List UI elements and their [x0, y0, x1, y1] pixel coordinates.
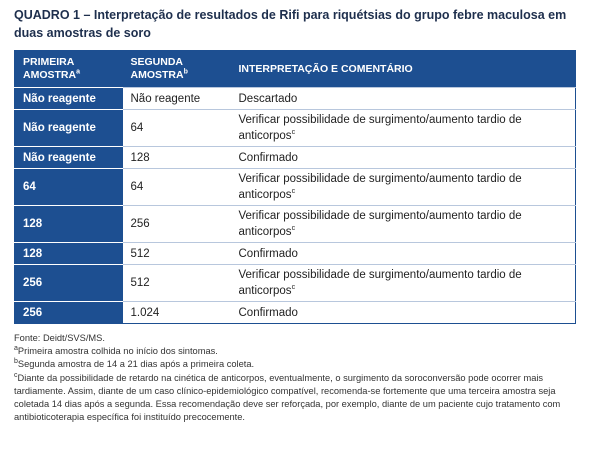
title: QUADRO 1 – Interpretação de resultados d… — [14, 8, 567, 40]
footnote: bSegunda amostra de 14 a 21 dias após a … — [14, 358, 580, 371]
superscript: c — [291, 225, 296, 233]
superscript: c — [291, 188, 296, 196]
table-row: 128 512 Confirmado — [14, 242, 576, 265]
cell-text: Confirmado — [238, 151, 298, 164]
cell: Não reagente — [122, 87, 231, 110]
footnote-mark: c — [14, 371, 18, 379]
cell: Verificar possibilidade de surgimento/au… — [230, 264, 576, 302]
footnote-text: Primeira amostra colhida no início dos s… — [17, 346, 218, 357]
cell: Não reagente — [14, 146, 123, 169]
header-cell: SEGUNDA AMOSTRAb — [122, 50, 231, 88]
header-row: PRIMEIRA AMOSTRAa SEGUNDA AMOSTRAb INTERPR… — [14, 50, 576, 88]
header-text: PRIMEIRA AMOSTRA — [23, 56, 77, 81]
cell: 512 — [122, 264, 231, 302]
header-text: SEGUNDA AMOSTRA — [130, 56, 184, 81]
table-row: 256 1.024 Confirmado — [14, 301, 576, 324]
cell: Confirmado — [230, 146, 576, 169]
cell: Confirmado — [230, 301, 576, 324]
cell: Descartado — [230, 87, 576, 110]
cell-text: Verificar possibilidade de surgimento/au… — [238, 210, 522, 238]
table: PRIMEIRA AMOSTRAa SEGUNDA AMOSTRAb INTERPR… — [14, 50, 576, 324]
cell: 512 — [122, 242, 231, 265]
footnote-mark: a — [14, 345, 18, 353]
cell: Verificar possibilidade de surgimento/au… — [230, 109, 576, 147]
footnotes: Fonte: Deidt/SVS/MS. aPrimeira amostra c… — [14, 332, 580, 424]
cell: Verificar possibilidade de surgimento/au… — [230, 205, 576, 243]
footnote: aPrimeira amostra colhida no início dos … — [14, 345, 580, 358]
table-row: 64 64 Verificar possibilidade de surgiment… — [14, 168, 576, 206]
cell-text: Confirmado — [238, 247, 298, 260]
cell: 256 — [122, 205, 231, 243]
header-cell: INTERPRETAÇÃO E COMENTÁRIO — [230, 50, 576, 88]
cell: Não reagente — [14, 87, 123, 110]
cell-text: Verificar possibilidade de surgimento/au… — [238, 114, 522, 142]
cell: 1.024 — [122, 301, 231, 324]
superscript: a — [76, 68, 80, 76]
superscript: c — [291, 284, 296, 292]
cell: 64 — [14, 168, 123, 206]
cell-text: Verificar possibilidade de surgimento/au… — [238, 173, 522, 201]
table-row: 128 256 Verificar possibilidade de surgime… — [14, 205, 576, 243]
cell: 128 — [14, 242, 123, 265]
footnote-text: Segunda amostra de 14 a 21 dias após a p… — [17, 359, 255, 370]
cell: 128 — [122, 146, 231, 169]
cell: 128 — [14, 205, 123, 243]
cell-text: Descartado — [238, 92, 298, 105]
header-cell: PRIMEIRA AMOSTRAa — [14, 50, 123, 88]
cell: 256 — [14, 264, 123, 302]
table-body: Não reagente Não reagente Descartado Não re… — [14, 87, 576, 324]
cell: Confirmado — [230, 242, 576, 265]
cell: Não reagente — [14, 109, 123, 147]
header-text: INTERPRETAÇÃO E COMENTÁRIO — [238, 62, 413, 75]
cell: Verificar possibilidade de surgimento/au… — [230, 168, 576, 206]
superscript: b — [183, 68, 188, 76]
table-row: Não reagente Não reagente Descartado — [14, 87, 576, 110]
footnote-mark: b — [14, 358, 18, 366]
footnote-text: Diante da possibilidade de retardo na ci… — [14, 372, 561, 423]
table-row: 256 512 Verificar possibilidade de surgime… — [14, 264, 576, 302]
cell-text: Confirmado — [238, 306, 298, 319]
cell: 64 — [122, 168, 231, 206]
table-row: Não reagente 64 Verificar possibilidade de… — [14, 109, 576, 147]
table-row: Não reagente 128 Confirmado — [14, 146, 576, 169]
cell: 256 — [14, 301, 123, 324]
cell: 64 — [122, 109, 231, 147]
superscript: c — [291, 129, 296, 137]
source: Fonte: Deidt/SVS/MS. — [14, 333, 105, 343]
cell-text: Verificar possibilidade de surgimento/au… — [238, 269, 522, 297]
footnote: cDiante da possibilidade de retardo na c… — [14, 372, 580, 425]
